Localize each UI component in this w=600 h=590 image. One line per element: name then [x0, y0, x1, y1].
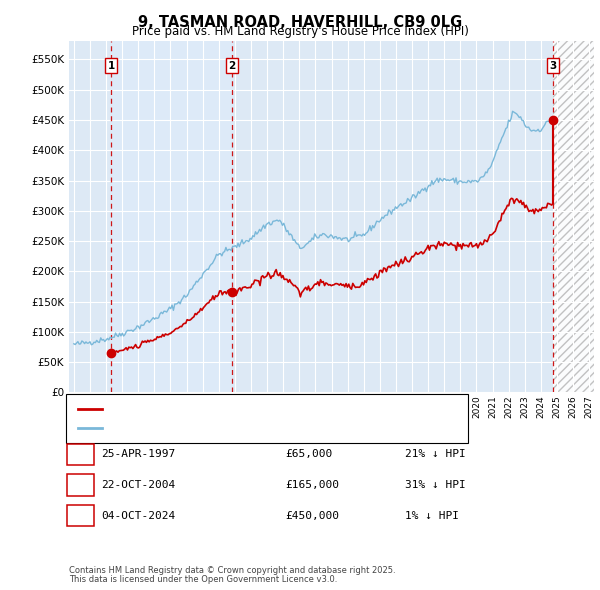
- Text: 9, TASMAN ROAD, HAVERHILL, CB9 0LG: 9, TASMAN ROAD, HAVERHILL, CB9 0LG: [138, 15, 462, 30]
- Text: 22-OCT-2004: 22-OCT-2004: [101, 480, 175, 490]
- Text: 3: 3: [77, 511, 84, 520]
- Text: 2: 2: [77, 480, 84, 490]
- Text: This data is licensed under the Open Government Licence v3.0.: This data is licensed under the Open Gov…: [69, 575, 337, 584]
- Text: Price paid vs. HM Land Registry's House Price Index (HPI): Price paid vs. HM Land Registry's House …: [131, 25, 469, 38]
- Text: HPI: Average price, detached house, West Suffolk: HPI: Average price, detached house, West…: [108, 422, 355, 432]
- Text: £450,000: £450,000: [285, 511, 339, 520]
- Text: £65,000: £65,000: [285, 450, 332, 459]
- Text: £165,000: £165,000: [285, 480, 339, 490]
- Text: 2: 2: [228, 61, 235, 71]
- Text: 3: 3: [550, 61, 557, 71]
- Text: 1: 1: [77, 450, 84, 459]
- Text: 25-APR-1997: 25-APR-1997: [101, 450, 175, 459]
- Text: 31% ↓ HPI: 31% ↓ HPI: [405, 480, 466, 490]
- Text: 21% ↓ HPI: 21% ↓ HPI: [405, 450, 466, 459]
- Text: Contains HM Land Registry data © Crown copyright and database right 2025.: Contains HM Land Registry data © Crown c…: [69, 566, 395, 575]
- Bar: [111, 41, 232, 392]
- Text: 04-OCT-2024: 04-OCT-2024: [101, 511, 175, 520]
- Text: 1: 1: [107, 61, 115, 71]
- Text: 1% ↓ HPI: 1% ↓ HPI: [405, 511, 459, 520]
- Text: 9, TASMAN ROAD, HAVERHILL, CB9 0LG (detached house): 9, TASMAN ROAD, HAVERHILL, CB9 0LG (deta…: [108, 404, 395, 414]
